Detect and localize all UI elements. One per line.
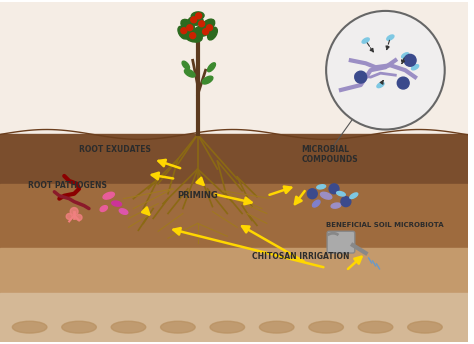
Ellipse shape [119,209,128,214]
Text: BENEFICIAL SOIL MICROBIOTA: BENEFICIAL SOIL MICROBIOTA [326,222,444,228]
Text: MICROBIAL
COMPOUNDS: MICROBIAL COMPOUNDS [301,144,358,164]
Ellipse shape [62,321,96,333]
Bar [0,2,468,144]
Circle shape [341,197,351,207]
Ellipse shape [331,203,341,208]
Ellipse shape [191,12,204,20]
Ellipse shape [100,206,108,212]
Ellipse shape [112,201,121,206]
Circle shape [329,184,339,194]
Ellipse shape [12,321,47,333]
Ellipse shape [411,65,419,70]
Ellipse shape [111,321,146,333]
Circle shape [191,17,197,23]
Ellipse shape [408,321,442,333]
Bar [0,135,468,194]
Circle shape [181,28,187,34]
Circle shape [326,11,445,129]
Ellipse shape [317,185,326,189]
Circle shape [70,207,78,215]
Circle shape [190,33,196,39]
Circle shape [187,25,193,31]
Ellipse shape [201,19,215,32]
Ellipse shape [183,29,202,42]
Circle shape [76,215,82,221]
Ellipse shape [194,25,211,36]
Text: ROOT PATHOGENS: ROOT PATHOGENS [27,181,107,190]
Circle shape [355,71,367,83]
Ellipse shape [401,53,409,58]
Ellipse shape [181,19,195,32]
Circle shape [397,77,409,89]
Ellipse shape [103,192,114,199]
Ellipse shape [312,200,320,207]
Bar [0,292,468,342]
Circle shape [199,21,205,27]
Bar [0,248,468,302]
Bar [0,184,468,258]
Ellipse shape [309,321,344,333]
Ellipse shape [337,192,345,196]
Ellipse shape [387,35,394,40]
Ellipse shape [350,193,358,198]
Ellipse shape [184,69,195,77]
Ellipse shape [362,38,369,43]
Circle shape [307,189,317,199]
Ellipse shape [259,321,294,333]
Text: PRIMING: PRIMING [177,191,218,200]
Text: ROOT EXUDATES: ROOT EXUDATES [79,145,151,154]
Ellipse shape [178,26,188,39]
Ellipse shape [161,321,195,333]
Circle shape [66,214,72,219]
Circle shape [202,29,209,35]
Text: CHITOSAN IRRIGATION: CHITOSAN IRRIGATION [252,251,349,260]
FancyBboxPatch shape [327,231,355,253]
Circle shape [196,13,201,19]
Ellipse shape [210,321,245,333]
Ellipse shape [320,192,332,199]
Ellipse shape [182,61,190,69]
Circle shape [404,54,416,66]
Ellipse shape [377,83,384,88]
Ellipse shape [202,76,213,84]
Ellipse shape [358,321,393,333]
Ellipse shape [208,27,218,40]
Ellipse shape [208,63,216,72]
Ellipse shape [188,17,203,25]
Circle shape [207,25,212,31]
